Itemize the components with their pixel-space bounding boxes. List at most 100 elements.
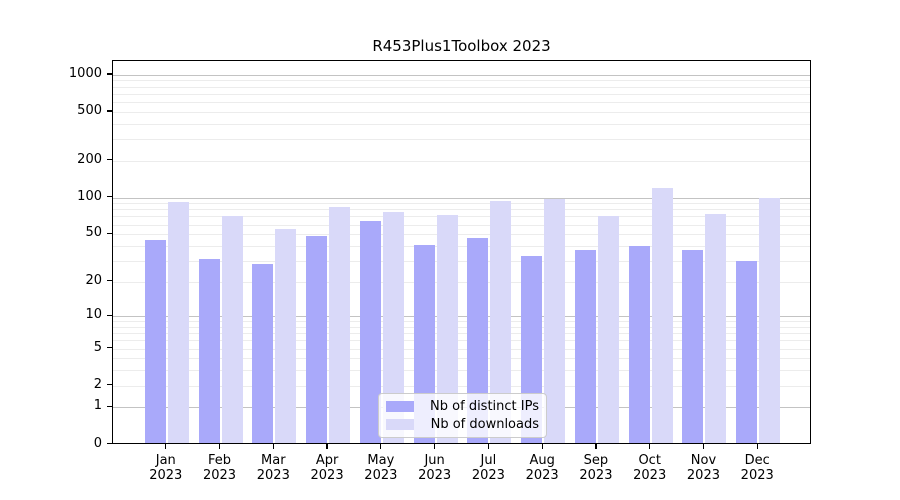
x-tick-year: 2023 — [633, 467, 667, 483]
x-tick-mark-mar — [272, 443, 274, 449]
legend-label-distinct-ips: Nb of distinct IPs — [430, 399, 539, 415]
x-tick-mark-apr — [326, 443, 328, 449]
y-tick-mark-100 — [107, 196, 112, 198]
x-tick-mark-oct — [649, 443, 651, 449]
x-tick-label-jul: Jul 2023 — [448, 453, 528, 483]
y-tick-label-100: 100 — [77, 188, 102, 204]
y-tick-mark-0 — [107, 443, 112, 445]
x-tick-mark-sep — [595, 443, 597, 449]
gridline-2 — [113, 385, 810, 387]
gridline-100 — [113, 197, 810, 199]
x-tick-month: Jun — [424, 452, 445, 468]
gridline-50 — [113, 234, 810, 236]
x-tick-month: May — [367, 452, 395, 468]
x-tick-year: 2023 — [364, 467, 398, 483]
bar-downloads-mar — [275, 229, 297, 443]
gridline-9 — [113, 321, 810, 323]
x-tick-year: 2023 — [202, 467, 237, 483]
gridline-20 — [113, 281, 810, 283]
bar-distinct-ips-may — [359, 221, 381, 443]
y-tick-label-0: 0 — [93, 435, 102, 451]
x-tick-label-jan: Jan 2023 — [126, 453, 206, 483]
x-tick-year: 2023 — [418, 467, 452, 483]
x-tick-mark-jan — [165, 443, 167, 449]
gridline-70 — [113, 216, 810, 218]
gridline-10 — [113, 316, 810, 318]
x-tick-month: Dec — [744, 452, 770, 468]
y-tick-mark-1 — [107, 405, 112, 408]
x-tick-label-feb: Feb 2023 — [180, 453, 260, 483]
bar-distinct-ips-jan — [144, 239, 166, 443]
bar-downloads-dec — [759, 197, 781, 443]
x-tick-year: 2023 — [740, 467, 774, 483]
legend-swatch-distinct-ips — [386, 401, 414, 413]
x-tick-month: Jul — [480, 452, 497, 468]
gridline-30 — [113, 260, 810, 262]
x-tick-label-jun: Jun 2023 — [395, 453, 475, 483]
bar-downloads-jan — [167, 201, 189, 443]
gridline-3 — [113, 370, 810, 372]
bar-distinct-ips-feb — [198, 259, 220, 443]
legend-item-distinct-ips: Nb of distinct IPs — [386, 399, 539, 414]
x-tick-year: 2023 — [471, 467, 505, 483]
x-tick-label-nov: Nov 2023 — [663, 453, 743, 483]
x-tick-month: Mar — [261, 452, 286, 468]
gridline-200 — [113, 160, 810, 162]
chart-title: R453Plus1Toolbox 2023 — [372, 37, 551, 55]
bar-downloads-aug — [544, 198, 566, 443]
y-tick-mark-20 — [107, 280, 112, 282]
x-tick-label-oct: Oct 2023 — [610, 453, 690, 483]
bar-downloads-oct — [651, 188, 673, 443]
y-tick-label-1000: 1000 — [68, 65, 102, 81]
y-tick-mark-200 — [107, 159, 112, 161]
gridline-8 — [113, 326, 810, 328]
y-tick-label-500: 500 — [77, 102, 102, 118]
y-tick-label-200: 200 — [77, 151, 102, 167]
x-tick-month: Nov — [690, 452, 717, 468]
y-tick-mark-50 — [107, 232, 112, 234]
legend-swatch-downloads — [386, 418, 414, 430]
y-tick-label-10: 10 — [85, 307, 102, 323]
bar-distinct-ips-oct — [628, 245, 650, 443]
x-tick-year: 2023 — [579, 467, 613, 483]
x-tick-year: 2023 — [686, 467, 720, 483]
x-tick-label-aug: Aug 2023 — [502, 453, 582, 483]
gridline-400 — [113, 123, 810, 125]
x-tick-year: 2023 — [310, 467, 344, 483]
gridline-90 — [113, 203, 810, 205]
y-tick-mark-500 — [107, 110, 112, 112]
x-tick-label-mar: Mar 2023 — [233, 453, 313, 483]
y-tick-label-50: 50 — [85, 225, 102, 241]
bar-distinct-ips-apr — [306, 236, 328, 443]
x-tick-mark-jul — [487, 443, 489, 449]
x-tick-mark-feb — [218, 443, 221, 449]
x-tick-month: Apr — [315, 452, 339, 468]
gridline-5 — [113, 348, 810, 350]
bar-downloads-may — [382, 212, 404, 443]
bar-downloads-sep — [597, 216, 619, 443]
gridline-7 — [113, 333, 810, 335]
x-tick-year: 2023 — [525, 467, 559, 483]
x-tick-month: Feb — [208, 452, 232, 468]
x-tick-label-apr: Apr 2023 — [287, 453, 367, 483]
y-tick-label-5: 5 — [93, 339, 102, 355]
x-tick-year: 2023 — [256, 467, 290, 483]
y-tick-label-20: 20 — [85, 272, 102, 288]
gridline-600 — [113, 102, 810, 104]
x-tick-month: Aug — [529, 452, 555, 468]
plot-area — [112, 60, 811, 444]
gridline-40 — [113, 245, 810, 247]
gridline-700 — [113, 93, 810, 95]
bar-distinct-ips-mar — [252, 264, 274, 443]
gridline-1000 — [113, 74, 810, 76]
bar-distinct-ips-jul — [467, 238, 489, 443]
x-tick-mark-nov — [702, 443, 705, 449]
gridline-6 — [113, 340, 810, 342]
bar-downloads-nov — [705, 214, 727, 443]
x-tick-label-dec: Dec 2023 — [717, 453, 797, 483]
x-tick-month: Jan — [155, 452, 176, 468]
x-tick-mark-dec — [756, 443, 758, 449]
bar-downloads-jun — [436, 214, 458, 443]
gridline-800 — [113, 86, 810, 88]
